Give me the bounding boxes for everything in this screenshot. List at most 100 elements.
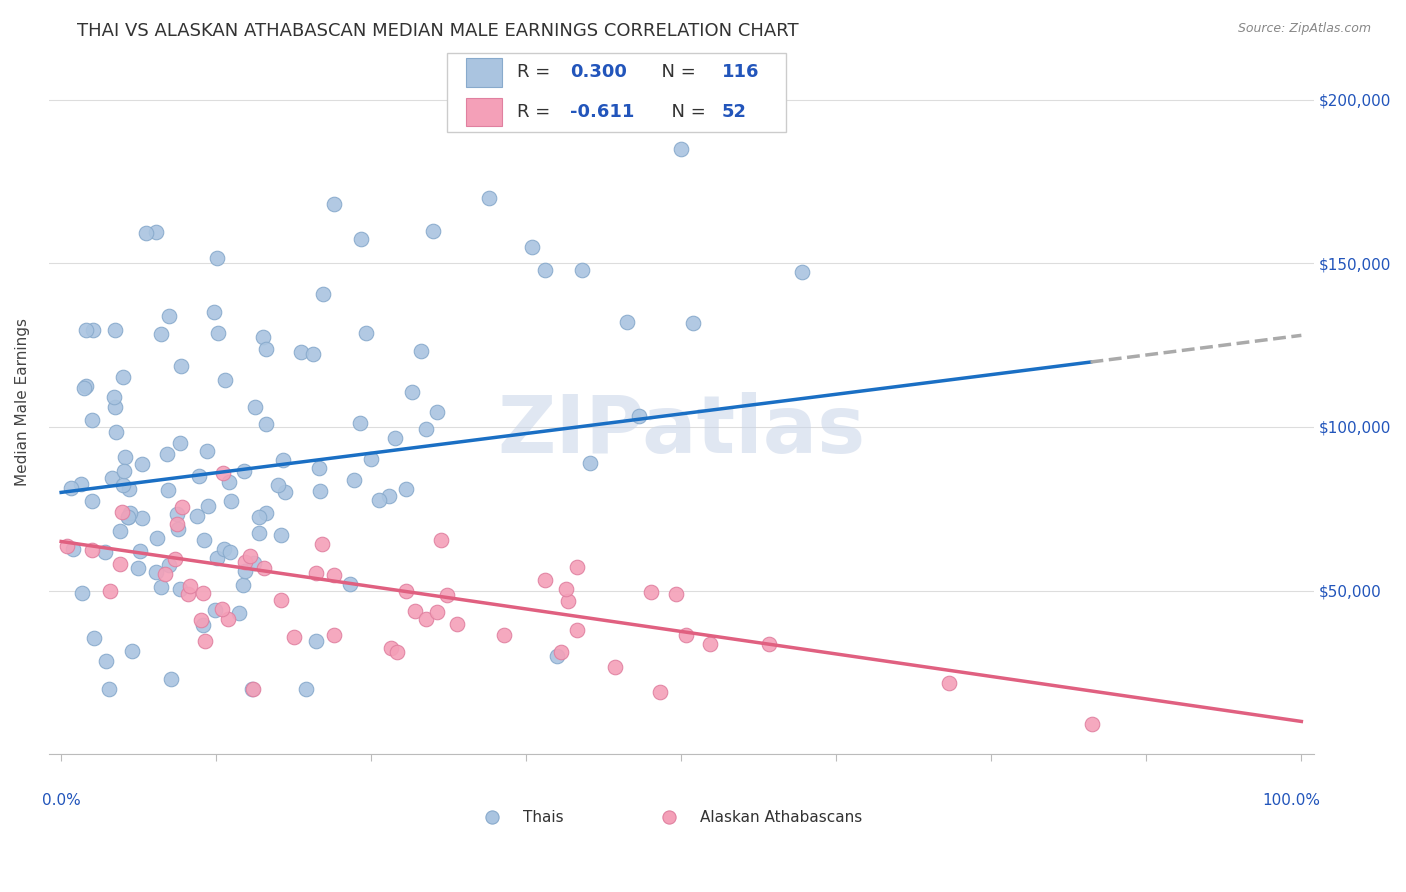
Point <box>350 232 373 246</box>
Point <box>110 524 132 538</box>
Point <box>117 509 139 524</box>
Point <box>197 444 219 458</box>
Point <box>94 545 117 559</box>
Point <box>169 582 191 596</box>
Point <box>160 672 183 686</box>
FancyBboxPatch shape <box>447 53 786 132</box>
Point <box>118 482 141 496</box>
Point <box>546 648 568 663</box>
Point <box>179 579 201 593</box>
Point <box>252 330 274 344</box>
Point <box>62 542 84 557</box>
Point <box>533 573 555 587</box>
Point <box>254 417 277 432</box>
Point <box>110 505 132 519</box>
Text: THAI VS ALASKAN ATHABASCAN MEDIAN MALE EARNINGS CORRELATION CHART: THAI VS ALASKAN ATHABASCAN MEDIAN MALE E… <box>77 22 799 40</box>
Point <box>603 660 626 674</box>
Point <box>60 481 83 495</box>
Point <box>155 567 177 582</box>
Point <box>218 545 240 559</box>
Point <box>235 564 257 578</box>
Point <box>550 645 572 659</box>
Point <box>242 681 264 696</box>
Text: -0.611: -0.611 <box>569 103 634 121</box>
Point <box>177 587 200 601</box>
Point <box>401 384 423 399</box>
Point <box>112 478 135 492</box>
Point <box>96 654 118 668</box>
Point <box>211 602 233 616</box>
Point <box>411 344 433 359</box>
Point <box>415 422 437 436</box>
Point <box>163 552 186 566</box>
Point <box>212 466 235 480</box>
Point <box>204 603 226 617</box>
Point <box>233 555 256 569</box>
Point <box>309 484 332 499</box>
Point <box>83 632 105 646</box>
Point <box>270 527 292 541</box>
Point <box>579 456 602 470</box>
Point <box>169 435 191 450</box>
Point <box>758 637 780 651</box>
Point <box>302 347 325 361</box>
Point <box>430 533 453 548</box>
Point <box>207 551 229 566</box>
Point <box>295 681 318 696</box>
Point <box>98 584 121 599</box>
Point <box>368 493 391 508</box>
Point <box>149 326 172 341</box>
Point <box>484 747 506 761</box>
Point <box>73 381 96 395</box>
Point <box>80 543 103 558</box>
Point <box>114 450 136 465</box>
Point <box>567 624 589 638</box>
Point <box>117 510 139 524</box>
Text: 0.300: 0.300 <box>569 63 627 81</box>
Point <box>790 265 813 279</box>
Point <box>120 506 142 520</box>
Point <box>522 240 544 254</box>
Point <box>567 560 589 574</box>
Text: ZIPatlas: ZIPatlas <box>498 392 865 469</box>
Point <box>247 525 270 540</box>
Point <box>103 390 125 404</box>
Text: 0.0%: 0.0% <box>42 793 82 808</box>
Text: 52: 52 <box>721 103 747 121</box>
Point <box>228 606 250 620</box>
Point <box>186 508 208 523</box>
Text: N =: N = <box>659 103 711 121</box>
Point <box>478 191 501 205</box>
Point <box>675 628 697 642</box>
Point <box>422 224 444 238</box>
Bar <box>467 58 502 87</box>
Point <box>426 605 449 619</box>
Point <box>682 316 704 330</box>
Point <box>219 494 242 508</box>
Point <box>55 539 77 553</box>
Point <box>283 630 305 644</box>
Text: R =: R = <box>517 63 555 81</box>
Point <box>231 578 253 592</box>
Point <box>616 315 638 329</box>
Point <box>311 537 333 551</box>
Point <box>557 594 579 608</box>
Point <box>207 252 229 266</box>
Point <box>156 447 179 461</box>
Point <box>172 500 194 515</box>
Point <box>170 359 193 373</box>
Point <box>80 494 103 508</box>
Point <box>145 531 167 545</box>
Point <box>253 561 276 575</box>
Point <box>70 586 93 600</box>
Point <box>232 464 254 478</box>
Point <box>243 556 266 570</box>
Point <box>145 565 167 579</box>
Point <box>339 577 361 591</box>
Point <box>167 522 190 536</box>
Point <box>271 453 294 467</box>
Point <box>202 304 225 318</box>
Point <box>110 557 132 571</box>
Point <box>149 580 172 594</box>
Point <box>131 458 153 472</box>
